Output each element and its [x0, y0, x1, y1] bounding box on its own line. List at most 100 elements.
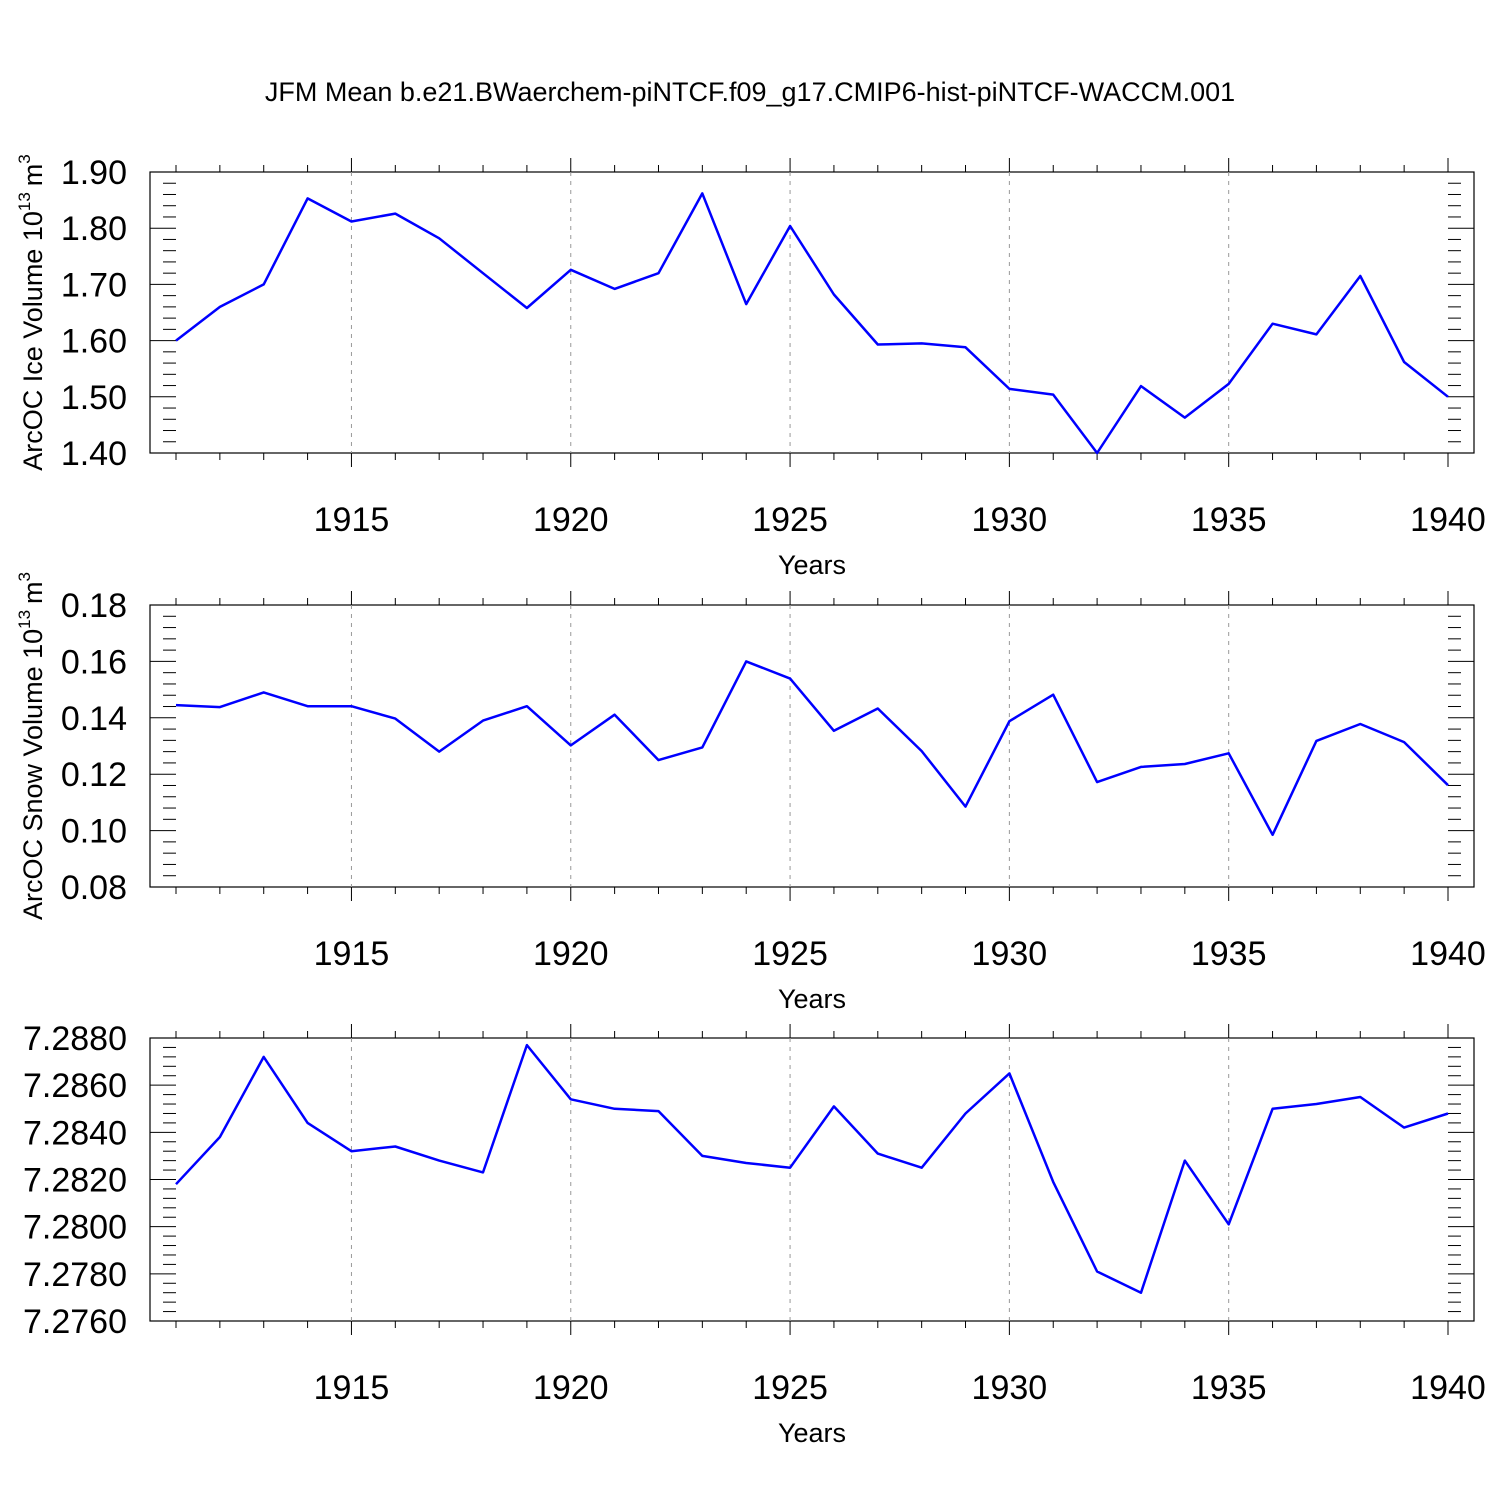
data-point — [656, 271, 660, 275]
y-tick-label: 7.2760 — [23, 1303, 127, 1341]
data-point — [744, 302, 748, 306]
x-tick-label: 1935 — [1191, 501, 1267, 539]
data-point — [437, 236, 441, 240]
data-point — [964, 345, 968, 349]
chart-title: JFM Mean b.e21.BWaerchem-piNTCF.f09_g17.… — [264, 77, 1236, 107]
x-tick-label: 1920 — [533, 1369, 609, 1407]
data-point — [788, 1166, 792, 1170]
y-tick-label: 7.2880 — [23, 1020, 127, 1058]
y-tick-label: 1.90 — [61, 154, 127, 192]
x-tick-label: 1920 — [533, 501, 609, 539]
y-axis-title-unit-exponent: 3 — [15, 154, 34, 163]
data-point — [656, 1109, 660, 1113]
x-tick-label: 1915 — [314, 501, 390, 539]
x-tick-label: 1920 — [533, 935, 609, 973]
y-axis-title-text: ArcOC Ice Volume 10 — [18, 211, 48, 471]
y-axis-title-exponent: 13 — [15, 610, 34, 629]
data-point — [700, 745, 704, 749]
data-point — [1007, 387, 1011, 391]
data-point — [437, 1159, 441, 1163]
y-tick-label: 1.80 — [61, 210, 127, 248]
data-point — [218, 705, 222, 709]
y-tick-label: 0.08 — [61, 869, 127, 907]
data-point — [569, 1097, 573, 1101]
data-point — [832, 293, 836, 297]
data-point — [1271, 322, 1275, 326]
data-point — [613, 1107, 617, 1111]
panel-3: 7.2760 7.2780 7.2800 7.2820 7.2840 7.2860 7.28… — [23, 1020, 1486, 1448]
y-tick-label: 1.60 — [61, 323, 127, 361]
data-point — [393, 212, 397, 216]
data-point — [1446, 1111, 1450, 1115]
data-point — [481, 1170, 485, 1174]
data-point — [1183, 1159, 1187, 1163]
data-point — [349, 219, 353, 223]
y-tick-label: 0.12 — [61, 756, 127, 794]
data-point — [1402, 740, 1406, 744]
data-point — [1402, 1126, 1406, 1130]
x-tick-label: 1940 — [1410, 935, 1486, 973]
data-point — [920, 341, 924, 345]
data-point — [306, 196, 310, 200]
data-point — [1139, 765, 1143, 769]
data-point — [832, 1104, 836, 1108]
data-point — [437, 750, 441, 754]
y-axis-title: ArcOC Snow Volume 1013 m3 — [15, 572, 48, 920]
x-tick-label: 1930 — [972, 501, 1048, 539]
panel-2: 0.08 0.10 0.12 0.14 0.16 0.18 1915 1920 1925 1930… — [15, 572, 1486, 1014]
data-point — [920, 749, 924, 753]
data-point — [1402, 360, 1406, 364]
y-tick-label: 7.2840 — [23, 1114, 127, 1152]
data-point — [876, 343, 880, 347]
x-tick-label: 1935 — [1191, 935, 1267, 973]
data-point — [1271, 1107, 1275, 1111]
data-point — [1446, 395, 1450, 399]
y-tick-label: 0.14 — [61, 700, 127, 738]
data-point — [1314, 739, 1318, 743]
data-point — [481, 271, 485, 275]
data-point — [262, 282, 266, 286]
data-point — [700, 1154, 704, 1158]
data-point — [393, 717, 397, 721]
y-tick-label: 7.2800 — [23, 1209, 127, 1247]
series-line — [175, 660, 1449, 837]
data-point — [613, 713, 617, 717]
y-tick-label: 1.50 — [61, 379, 127, 417]
data-point — [1227, 751, 1231, 755]
data-point — [1227, 382, 1231, 386]
data-point — [569, 743, 573, 747]
data-point — [1314, 1102, 1318, 1106]
data-point — [744, 1161, 748, 1165]
data-point — [1446, 783, 1450, 787]
x-tick-label: 1915 — [314, 935, 390, 973]
data-point — [788, 677, 792, 681]
x-tick-label: 1940 — [1410, 1369, 1486, 1407]
data-point — [218, 305, 222, 309]
data-point — [613, 287, 617, 291]
data-point — [964, 1111, 968, 1115]
plot-frame — [149, 604, 1475, 888]
data-point — [1358, 1095, 1362, 1099]
y-tick-label: 7.2820 — [23, 1162, 127, 1200]
x-tick-label: 1925 — [752, 935, 828, 973]
data-point — [1271, 833, 1275, 837]
x-axis-title: Years — [778, 550, 846, 580]
x-tick-label: 1925 — [752, 1369, 828, 1407]
y-axis-title-unit-exponent: 3 — [15, 572, 34, 581]
y-tick-label: 7.2860 — [23, 1067, 127, 1105]
data-point — [1139, 1291, 1143, 1295]
data-point — [656, 758, 660, 762]
data-point — [700, 191, 704, 195]
y-axis-title-text: ArcOC Snow Volume 10 — [18, 629, 48, 920]
data-point — [174, 339, 178, 343]
data-point — [393, 1144, 397, 1148]
data-point — [349, 1149, 353, 1153]
data-point — [525, 1043, 529, 1047]
x-axis-title: Years — [778, 1418, 846, 1448]
panel-1: 1.40 1.50 1.60 1.70 1.80 1.90 1915 1920 1925 1930… — [15, 154, 1486, 580]
data-point — [1314, 332, 1318, 336]
data-point — [1227, 1222, 1231, 1226]
y-axis-title: ArcOC Ice Volume 1013 m3 — [15, 154, 48, 471]
x-axis-title: Years — [778, 984, 846, 1014]
